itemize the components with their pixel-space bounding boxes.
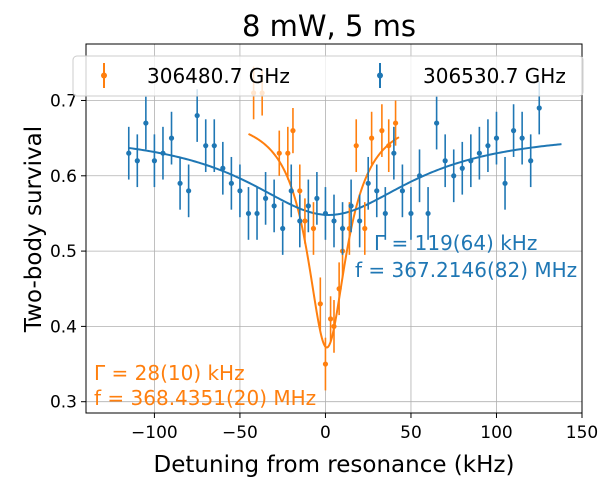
x-tick-label: −100: [131, 423, 178, 443]
data-point-series-1: [379, 104, 385, 157]
data-point-series-2: [493, 111, 500, 165]
data-point-series-2: [322, 187, 329, 240]
data-point-series-1: [310, 202, 317, 255]
data-point-series-2: [408, 187, 414, 240]
data-point-series-1: [285, 126, 291, 180]
x-axis-ticks: −100 −50 0 50 100 150: [131, 413, 598, 443]
fit-curves: [128, 133, 562, 349]
data-point-series-2: [305, 179, 311, 233]
data-point-series-2: [459, 141, 465, 195]
data-point-series-2: [391, 126, 397, 180]
annotation-freq-2: f = 367.2146(82) MHz: [355, 258, 577, 282]
data-point-series-2: [186, 164, 192, 218]
x-tick-label: 150: [566, 423, 598, 443]
annotation-series-2: Γ = 119(64) kHz f = 367.2146(82) MHz: [355, 231, 577, 282]
data-point-series-2: [374, 164, 380, 218]
fit-curve-series-1: [248, 133, 400, 349]
data-point-series-2: [442, 134, 448, 188]
y-axis-label: Two-body survival: [21, 126, 47, 333]
data-point-series-1: [369, 111, 375, 165]
x-tick-label: 100: [480, 423, 512, 443]
data-point-series-1: [276, 130, 282, 176]
data-point-series-2: [416, 149, 423, 203]
data-point-series-2: [134, 134, 140, 188]
data-point-series-1: [322, 337, 329, 391]
data-point-series-1: [290, 108, 296, 154]
data-point-series-2: [211, 119, 217, 173]
annotation-gamma-1: Γ = 28(10) kHz: [94, 361, 245, 385]
data-point-series-2: [339, 202, 346, 255]
y-tick-label: 0.7: [50, 91, 77, 111]
y-axis-ticks: 0.3 0.4 0.5 0.6 0.7: [50, 91, 86, 413]
data-point-series-1: [336, 262, 342, 316]
x-axis-label: Detuning from resonance (kHz): [154, 452, 515, 478]
data-point-series-2: [288, 164, 294, 218]
legend: 306480.7 GHz 306530.7 GHz: [72, 55, 584, 97]
data-point-series-2: [262, 172, 269, 225]
data-point-series-2: [365, 156, 371, 210]
x-tick-label: −50: [222, 423, 258, 443]
data-point-series-1: [327, 296, 334, 342]
data-point-series-2: [348, 179, 354, 233]
data-point-series-1: [392, 100, 399, 146]
data-point-series-2: [151, 134, 158, 188]
chart-title: 8 mW, 5 ms: [242, 9, 416, 43]
legend-marker-series-2: [377, 63, 383, 88]
data-point-series-1: [362, 202, 368, 255]
data-point-series-2: [237, 164, 243, 218]
data-point-series-2: [519, 111, 525, 165]
x-tick-label: 50: [400, 423, 422, 443]
data-points: [126, 66, 542, 391]
data-point-series-2: [160, 126, 166, 180]
data-point-series-2: [382, 187, 388, 240]
data-point-series-2: [510, 104, 517, 157]
data-point-series-2: [502, 156, 508, 210]
data-point-series-2: [228, 156, 234, 210]
data-point-series-2: [203, 119, 209, 173]
data-point-series-2: [168, 111, 175, 165]
annotation-freq-1: f = 368.4351(20) MHz: [94, 386, 316, 410]
data-point-series-2: [451, 149, 457, 203]
legend-label-series-1: 306480.7 GHz: [147, 64, 290, 88]
data-point-series-2: [297, 194, 303, 248]
legend-marker-series-1: [101, 63, 107, 88]
data-point-series-2: [357, 194, 363, 248]
data-point-series-2: [314, 172, 320, 225]
y-tick-label: 0.4: [50, 317, 77, 337]
data-point-series-2: [271, 179, 277, 233]
y-tick-label: 0.5: [50, 242, 77, 262]
y-tick-label: 0.3: [50, 393, 77, 413]
data-point-series-1: [353, 119, 359, 173]
annotation-series-1: Γ = 28(10) kHz f = 368.4351(20) MHz: [94, 361, 316, 410]
data-point-series-1: [331, 300, 337, 353]
data-point-series-1: [386, 119, 392, 173]
legend-box: [72, 55, 584, 97]
data-point-series-2: [468, 134, 474, 188]
data-point-series-2: [245, 187, 252, 240]
data-point-series-2: [485, 119, 491, 173]
data-point-series-2: [220, 141, 226, 195]
fit-curve-series-2: [128, 143, 562, 216]
data-point-series-2: [143, 96, 149, 150]
data-point-series-2: [434, 96, 440, 150]
data-point-series-2: [254, 187, 260, 240]
data-point-series-2: [177, 156, 183, 210]
x-tick-label: 0: [320, 423, 331, 443]
legend-label-series-2: 306530.7 GHz: [423, 64, 566, 88]
data-point-series-2: [399, 164, 406, 218]
data-point-series-2: [528, 134, 534, 188]
plot-frame: [85, 43, 583, 414]
data-point-series-2: [476, 126, 482, 180]
data-point-series-2: [331, 194, 337, 248]
data-point-series-1: [302, 198, 308, 244]
data-point-series-2: [126, 126, 132, 180]
data-point-series-2: [425, 187, 431, 240]
data-point-series-2: [280, 202, 286, 255]
data-point-series-2: [194, 89, 200, 142]
y-tick-label: 0.6: [50, 167, 77, 187]
data-point-series-1: [317, 277, 323, 331]
annotation-gamma-2: Γ = 119(64) kHz: [374, 231, 537, 255]
